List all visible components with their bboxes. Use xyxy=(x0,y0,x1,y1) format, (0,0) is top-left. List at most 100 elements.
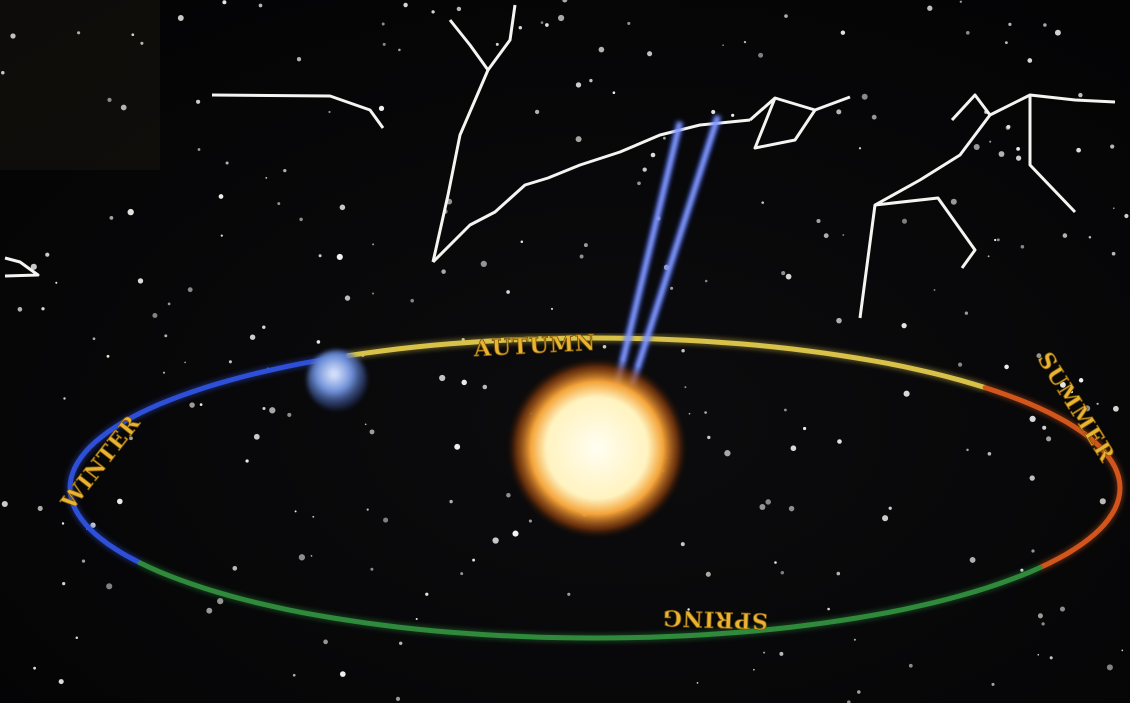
beam-core xyxy=(616,121,681,386)
star xyxy=(1112,207,1115,210)
star xyxy=(704,411,707,414)
star xyxy=(836,571,841,576)
star xyxy=(724,450,731,457)
star xyxy=(492,537,499,544)
star xyxy=(966,448,969,452)
star xyxy=(366,508,369,511)
star xyxy=(199,403,203,406)
star xyxy=(1121,649,1124,652)
star xyxy=(987,451,992,456)
star xyxy=(965,30,970,35)
star xyxy=(461,379,467,386)
star xyxy=(1062,233,1068,238)
star xyxy=(1088,236,1092,239)
star xyxy=(310,555,313,557)
star xyxy=(540,21,544,24)
star xyxy=(779,651,784,656)
star xyxy=(637,181,641,186)
star xyxy=(823,233,829,239)
star xyxy=(449,499,453,504)
star xyxy=(415,617,418,621)
star xyxy=(460,572,464,576)
star xyxy=(106,583,113,590)
star xyxy=(129,436,133,441)
star xyxy=(1004,364,1009,370)
star xyxy=(1110,144,1115,149)
star xyxy=(836,109,842,115)
star xyxy=(784,14,788,18)
star xyxy=(827,607,830,611)
star xyxy=(1054,29,1061,36)
star xyxy=(109,216,114,220)
star xyxy=(382,42,386,46)
star xyxy=(328,110,331,114)
star xyxy=(63,397,66,400)
orbit-segment xyxy=(346,335,988,391)
star xyxy=(681,348,685,353)
constellation xyxy=(858,114,992,319)
star xyxy=(372,243,375,246)
star xyxy=(627,21,631,25)
star xyxy=(55,281,58,284)
star xyxy=(1,500,8,508)
star xyxy=(763,651,766,654)
star xyxy=(803,426,807,431)
star xyxy=(1113,405,1119,412)
star xyxy=(837,439,842,444)
star xyxy=(959,0,962,3)
sun xyxy=(505,356,689,540)
star xyxy=(602,345,607,349)
star xyxy=(127,208,134,216)
star xyxy=(472,558,476,562)
star xyxy=(684,386,687,389)
star xyxy=(197,148,201,151)
star xyxy=(903,390,910,397)
star xyxy=(871,114,877,120)
star xyxy=(579,254,584,259)
constellations xyxy=(4,4,1116,319)
star xyxy=(506,492,511,498)
star xyxy=(759,504,766,510)
star xyxy=(296,57,302,62)
star xyxy=(344,295,351,301)
star xyxy=(75,636,79,639)
star xyxy=(152,312,158,319)
star xyxy=(518,25,523,30)
star xyxy=(688,412,691,415)
star xyxy=(901,218,908,224)
orbit xyxy=(65,333,1125,643)
constellation xyxy=(211,93,385,129)
star xyxy=(1029,475,1035,481)
star xyxy=(77,31,81,35)
star xyxy=(545,23,549,27)
star xyxy=(816,218,821,224)
star xyxy=(482,384,488,390)
star xyxy=(1027,58,1033,63)
season-label: AUTUMN xyxy=(472,330,596,362)
star xyxy=(61,522,65,525)
star xyxy=(998,151,1005,157)
star xyxy=(1084,405,1091,412)
star xyxy=(456,6,462,12)
star xyxy=(650,152,656,158)
star xyxy=(520,240,524,243)
star xyxy=(381,22,385,26)
star xyxy=(1015,155,1022,161)
orbit-segment xyxy=(67,353,351,566)
star xyxy=(1049,656,1053,660)
orbit-segment xyxy=(982,385,1123,570)
star xyxy=(277,202,281,206)
star xyxy=(292,673,296,677)
star xyxy=(994,238,997,242)
star xyxy=(30,263,37,270)
star xyxy=(323,639,328,645)
star xyxy=(316,340,321,344)
reflection xyxy=(0,0,160,170)
star xyxy=(680,542,685,547)
star xyxy=(167,302,171,306)
star xyxy=(927,5,933,11)
star xyxy=(140,41,144,45)
star xyxy=(562,0,568,3)
